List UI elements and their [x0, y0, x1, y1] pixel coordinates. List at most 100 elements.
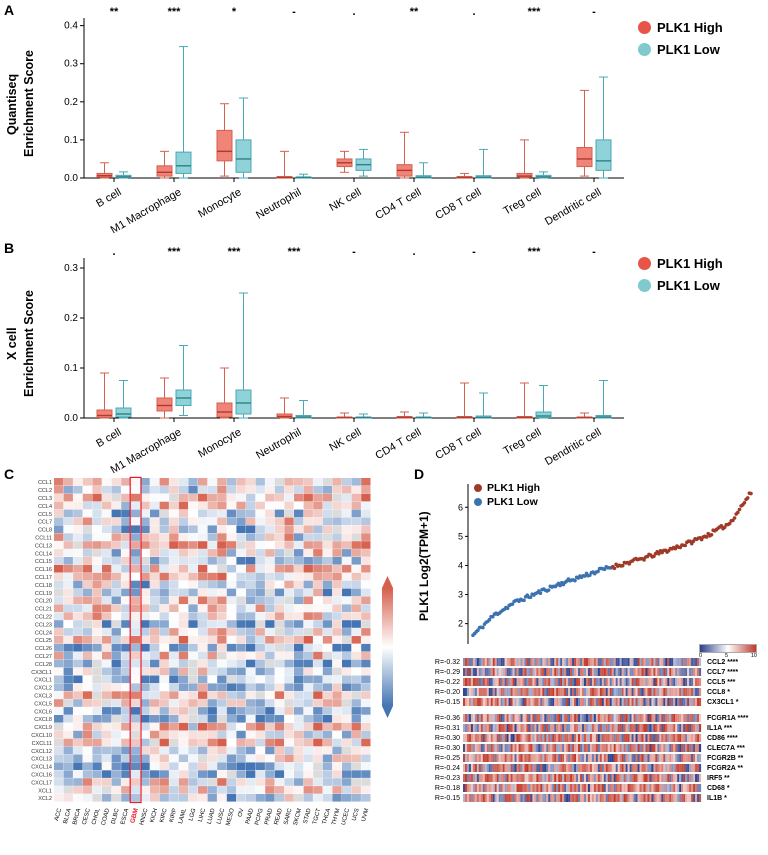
- svg-text:CD8 T cell: CD8 T cell: [433, 186, 483, 222]
- svg-text:Neutrophil: Neutrophil: [254, 186, 303, 221]
- svg-text:CD8 T cell: CD8 T cell: [433, 426, 483, 462]
- legend-item-high: PLK1 High: [638, 20, 723, 35]
- svg-text:CCL14: CCL14: [35, 551, 52, 557]
- correlation-row: R=-0.22 CCL5 ***: [414, 678, 739, 686]
- svg-text:Neutrophil: Neutrophil: [254, 426, 303, 461]
- panel-label-c: C: [4, 466, 15, 482]
- svg-text:***: ***: [288, 246, 302, 258]
- svg-text:CCL23: CCL23: [35, 622, 52, 628]
- colorbar-gradient: [699, 644, 757, 653]
- svg-text:***: ***: [168, 6, 182, 18]
- xcell-axis-subtitle: Enrichment Score: [22, 290, 36, 398]
- svg-text:-: -: [352, 246, 356, 258]
- quantiseq-axis-subtitle: Enrichment Score: [22, 50, 36, 158]
- svg-text:LGG: LGG: [188, 808, 197, 822]
- svg-text:UCS: UCS: [352, 808, 361, 822]
- svg-text:CCL5: CCL5: [38, 512, 52, 518]
- svg-text:CD4 T cell: CD4 T cell: [373, 426, 423, 462]
- svg-text:LAML: LAML: [178, 807, 188, 824]
- svg-text:CXCL14: CXCL14: [31, 765, 52, 771]
- box-series: .B cell***M1 Macrophage***Monocyte***Neu…: [94, 246, 612, 476]
- svg-text:XCL1: XCL1: [38, 788, 52, 794]
- legend-label-high: PLK1 High: [657, 20, 723, 35]
- svg-text:CCL25: CCL25: [35, 638, 52, 644]
- legend-label-high: PLK1 High: [487, 482, 541, 494]
- xcell-boxplot: 0.00.10.20.3.B cell***M1 Macrophage***Mo…: [64, 246, 624, 476]
- svg-text:PAAD: PAAD: [245, 807, 255, 825]
- svg-text:CCL24: CCL24: [35, 630, 52, 636]
- svg-text:CXCL12: CXCL12: [31, 749, 52, 755]
- svg-text:CCL8: CCL8: [38, 528, 52, 534]
- svg-text:ACC: ACC: [54, 807, 63, 821]
- svg-text:CCL4: CCL4: [38, 504, 52, 510]
- svg-text:ESCA: ESCA: [120, 808, 130, 825]
- svg-text:**: **: [410, 6, 419, 18]
- correlation-r-value: R=-0.29: [434, 668, 460, 676]
- correlation-row: R=-0.15 IL1B *: [414, 794, 748, 802]
- svg-text:OV: OV: [237, 808, 245, 818]
- svg-text:4: 4: [458, 560, 463, 570]
- svg-text:***: ***: [528, 246, 542, 258]
- svg-text:CXCL17: CXCL17: [31, 780, 52, 786]
- svg-text:CXCL11: CXCL11: [32, 741, 52, 747]
- svg-text:UVM: UVM: [361, 808, 370, 822]
- svg-text:0.2: 0.2: [64, 313, 78, 324]
- legend-item-low: PLK1 Low: [638, 278, 723, 293]
- gene-label: CCL8 *: [707, 688, 730, 696]
- axes: 0.0 0.1 0.2 0.3 0.4: [64, 18, 624, 184]
- correlation-r-value: R=-0.30: [434, 744, 460, 752]
- quantiseq-axis-title: Quantiseq: [5, 73, 19, 135]
- svg-text:CCL7: CCL7: [38, 520, 52, 526]
- svg-text:NK cell: NK cell: [327, 426, 363, 454]
- svg-text:CXCL2: CXCL2: [34, 686, 52, 692]
- svg-text:.: .: [352, 6, 355, 18]
- svg-text:-: -: [592, 246, 596, 258]
- panel-label-d: D: [414, 466, 425, 482]
- svg-text:THCA: THCA: [322, 808, 332, 825]
- svg-text:.: .: [112, 246, 115, 258]
- svg-text:0.0: 0.0: [64, 173, 78, 184]
- svg-text:CCL2: CCL2: [38, 488, 52, 494]
- svg-text:0.1: 0.1: [64, 363, 78, 374]
- svg-text:Dendritic cell: Dendritic cell: [543, 186, 604, 228]
- svg-text:BLCA: BLCA: [63, 808, 73, 825]
- svg-text:Monocyte: Monocyte: [196, 186, 243, 220]
- svg-text:0.1: 0.1: [64, 135, 78, 146]
- svg-text:CCL1: CCL1: [38, 480, 52, 486]
- colorbar-tick-5: 5: [724, 653, 728, 659]
- svg-text:CCL19: CCL19: [35, 591, 52, 597]
- gene-label: IL1A ***: [707, 724, 733, 732]
- panel-label-a: A: [4, 2, 15, 18]
- correlation-row: R=-0.15 CX3CL1 *: [414, 698, 739, 706]
- colorbar-ticks: 0 5 10: [699, 653, 757, 660]
- svg-text:SARC: SARC: [283, 807, 293, 825]
- svg-text:CCL26: CCL26: [35, 646, 52, 652]
- macrophage-marker-correlation-strips: R=-0.36 FCGR1A **** R=-0.31 IL1A *** R=-0.30…: [414, 714, 748, 802]
- axes: 0.0 0.1 0.2 0.3: [64, 258, 624, 424]
- svg-text:XCL2: XCL2: [38, 796, 52, 802]
- svg-text:2: 2: [458, 619, 463, 629]
- correlation-row: R=-0.23 IRF5 **: [414, 774, 748, 782]
- correlation-row: R=-0.31 IL1A ***: [414, 724, 748, 732]
- svg-text:CX3CL1: CX3CL1: [31, 670, 52, 676]
- svg-text:THYM: THYM: [331, 808, 341, 826]
- plk1-expression-axis-title: PLK1 Log2(TPM+1): [417, 511, 431, 621]
- gene-label: CCL2 ****: [707, 658, 739, 666]
- legend-item-high: PLK1 High: [474, 482, 540, 494]
- svg-text:KIRC: KIRC: [159, 807, 169, 823]
- svg-text:CXCL1: CXCL1: [34, 678, 52, 684]
- svg-text:KICH: KICH: [150, 808, 160, 823]
- gene-label: CX3CL1 *: [707, 698, 739, 706]
- svg-text:PCPG: PCPG: [255, 808, 265, 826]
- gene-label: CD68 *: [707, 784, 730, 792]
- correlation-r-value: R=-0.18: [434, 784, 460, 792]
- legend-item-high: PLK1 High: [638, 256, 723, 271]
- svg-text:5: 5: [458, 531, 463, 541]
- heatmap-colorbar: [382, 576, 393, 718]
- gene-label: IL1B *: [707, 794, 727, 802]
- svg-text:CXCL5: CXCL5: [34, 701, 52, 707]
